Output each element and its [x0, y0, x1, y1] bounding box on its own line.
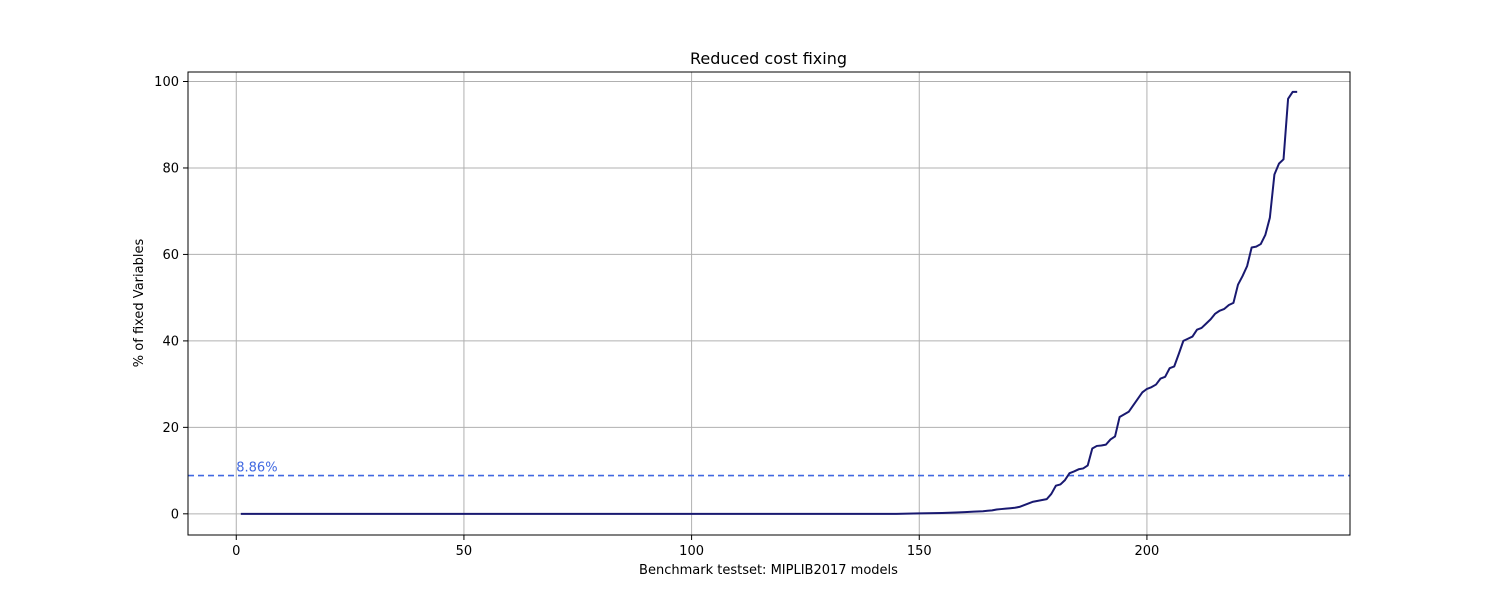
x-axis-label: Benchmark testset: MIPLIB2017 models [639, 563, 898, 578]
y-tick-label: 40 [162, 334, 179, 349]
y-tick-label: 100 [154, 75, 179, 90]
x-tick-label: 100 [679, 544, 704, 559]
plot-frame [187, 71, 1351, 536]
y-axis-label: % of fixed Variables [132, 239, 147, 368]
grid [188, 72, 1350, 535]
x-tick-label: 150 [907, 544, 932, 559]
reference-line-label: 8.86% [236, 461, 277, 476]
x-axis-ticks: 0 50 100 150 200 [232, 535, 1159, 559]
x-tick-label: 50 [456, 544, 473, 559]
y-tick-label: 80 [162, 161, 179, 176]
y-tick-label: 0 [171, 507, 179, 522]
reference-layer: 8.86% [188, 461, 1350, 477]
y-tick-label: 20 [162, 421, 179, 436]
y-axis-ticks: 0 20 40 60 80 100 [154, 75, 188, 522]
chart-title: Reduced cost fixing [690, 49, 847, 68]
series-line [240, 90, 1298, 515]
y-tick-label: 60 [162, 248, 179, 263]
x-tick-label: 200 [1135, 544, 1160, 559]
x-tick-label: 0 [232, 544, 240, 559]
